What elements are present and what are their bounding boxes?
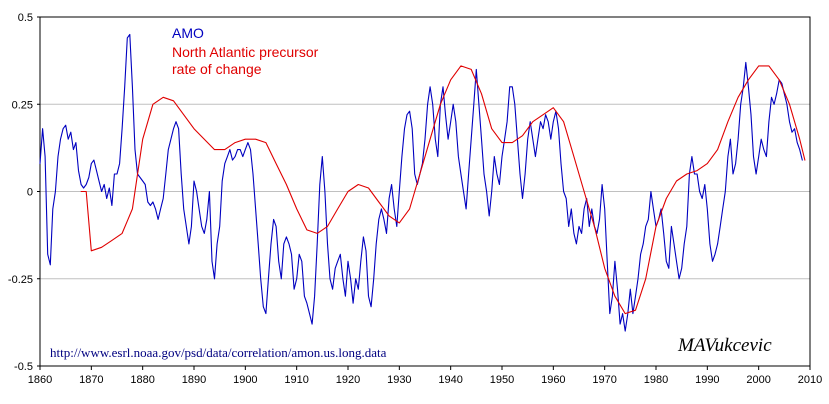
x-tick-label-12: 1980	[644, 374, 668, 386]
x-tick-label-15: 2010	[798, 374, 822, 386]
author-signature: MAVukcevic	[677, 335, 772, 356]
x-tick-label-9: 1950	[490, 374, 514, 386]
x-tick-label-5: 1910	[284, 374, 308, 386]
y-axis-ticks: 0.5 0.25 0 -0.25 -0.5	[8, 12, 40, 373]
x-tick-label-6: 1920	[336, 374, 360, 386]
y-tick-label-2: 0	[27, 187, 33, 199]
y-tick-label-1: 0.25	[12, 99, 33, 111]
x-tick-label-3: 1890	[182, 374, 206, 386]
x-tick-label-2: 1880	[130, 374, 154, 386]
legend-precursor-line1: North Atlantic precursor	[172, 44, 319, 60]
x-tick-label-8: 1940	[438, 374, 462, 386]
x-axis-ticks: 1860 1870 1880 1890 1900 1910 1920 1930 1940 1950…	[28, 366, 822, 386]
x-tick-label-7: 1930	[387, 374, 411, 386]
series-line-precursor	[80, 65, 806, 315]
legend-amo: AMO	[172, 25, 204, 41]
y-tick-label-4: -0.5	[14, 361, 33, 373]
x-tick-label-0: 1860	[28, 374, 52, 386]
x-tick-label-11: 1970	[592, 374, 616, 386]
legend-precursor-line2: rate of change	[172, 61, 262, 77]
x-tick-label-10: 1960	[541, 374, 565, 386]
x-tick-label-14: 2000	[746, 374, 770, 386]
y-tick-label-0: 0.5	[18, 12, 33, 24]
grid-lines	[40, 103, 810, 280]
x-tick-label-4: 1900	[233, 374, 257, 386]
y-tick-label-3: -0.25	[8, 274, 33, 286]
x-tick-label-1: 1870	[79, 374, 103, 386]
series-lines	[39, 33, 806, 332]
source-url-annotation: http://www.esrl.noaa.gov/psd/data/correl…	[50, 345, 387, 360]
x-tick-label-13: 1990	[695, 374, 719, 386]
